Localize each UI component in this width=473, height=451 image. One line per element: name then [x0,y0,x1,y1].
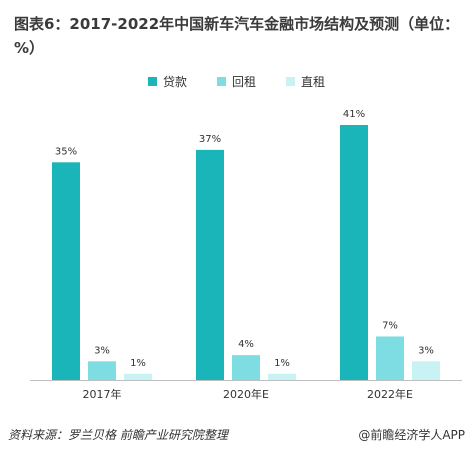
data-label-direct-lease-1: 1% [274,358,290,369]
legend-swatch-lease-back [216,77,226,86]
bar-lease-back-2 [376,336,404,380]
chart-title: 图表6：2017-2022年中国新车汽车金融市场结构及预测（单位：%） [14,15,460,57]
legend-item-loan: 贷款 [147,73,187,90]
watermark-text: @前瞻经济学人APP [358,428,465,442]
data-label-direct-lease-2: 3% [418,345,434,356]
data-label-loan-0: 35% [55,146,77,157]
data-label-loan-2: 41% [343,109,365,120]
data-label-lease-back-0: 3% [94,345,110,356]
legend-item-lease-back: 回租 [216,73,256,90]
legend-label-lease-back: 回租 [231,75,256,89]
legend-label-direct-lease: 直租 [301,75,326,89]
data-label-lease-back-2: 7% [382,320,398,331]
legend: 贷款 回租 直租 [0,73,473,90]
data-label-loan-1: 37% [199,134,221,145]
data-label-lease-back-1: 4% [238,339,254,350]
legend-swatch-direct-lease [286,77,295,86]
bar-loan-2 [340,125,368,380]
bar-direct-lease-1 [268,373,296,380]
legend-item-direct-lease: 直租 [286,73,325,90]
source-note: 资料来源：罗兰贝格 前瞻产业研究院整理 [8,428,228,442]
x-tick-label-2: 2022年E [367,387,413,401]
bar-loan-1 [196,149,224,380]
bar-loan-0 [52,162,80,380]
legend-label-loan: 贷款 [162,75,187,89]
bar-direct-lease-2 [412,361,440,380]
bar-lease-back-1 [232,355,260,380]
data-label-direct-lease-0: 1% [130,358,146,369]
x-tick-label-1: 2020年E [223,387,269,401]
legend-swatch-loan [147,77,157,86]
bar-direct-lease-0 [124,373,152,380]
bar-lease-back-0 [88,361,116,380]
x-tick-label-0: 2017年 [83,387,122,401]
